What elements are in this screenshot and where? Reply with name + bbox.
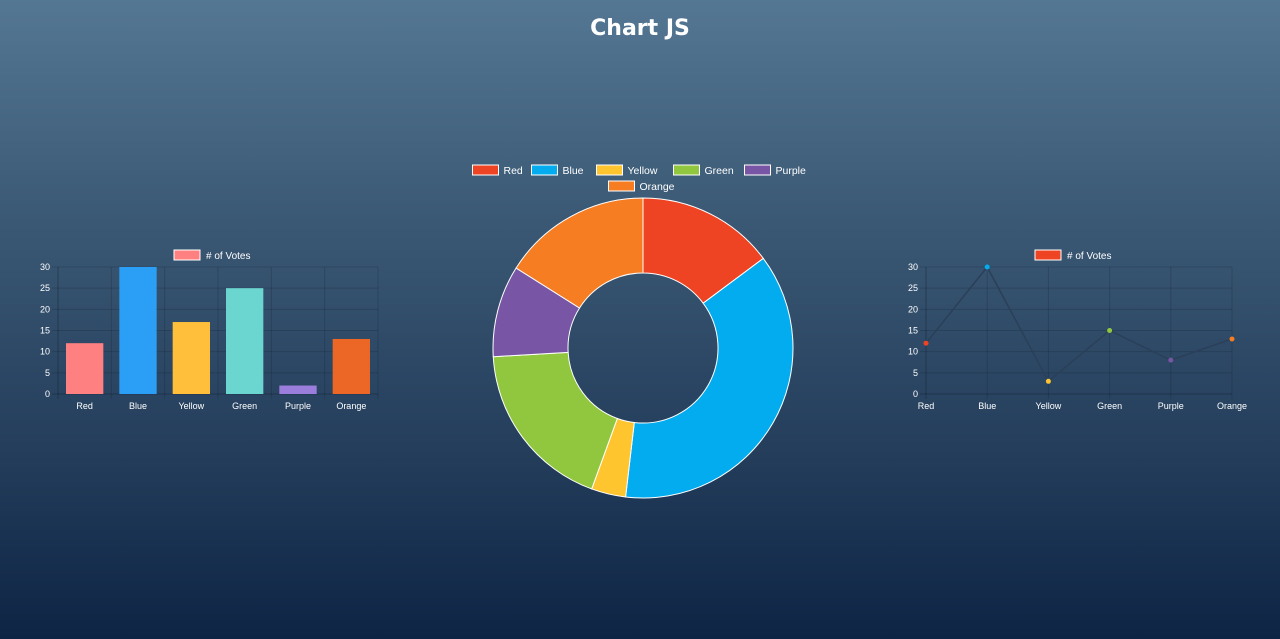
x-tick-label: Purple — [1158, 401, 1184, 411]
legend-swatch — [531, 164, 558, 176]
x-tick-label: Green — [1097, 401, 1122, 411]
x-tick-label: Blue — [978, 401, 996, 411]
bar[interactable] — [66, 343, 104, 394]
y-tick-label: 10 — [908, 347, 918, 357]
data-point[interactable] — [923, 340, 929, 346]
legend-item[interactable]: # of Votes — [173, 249, 250, 262]
y-tick-label: 5 — [45, 368, 50, 378]
doughnut-slice[interactable] — [492, 351, 618, 490]
doughnut-slice[interactable] — [515, 197, 644, 309]
doughnut-chart-svg: Red Blue Yellow Green Purple Orange — [472, 164, 807, 499]
legend-label: # of Votes — [1067, 251, 1111, 262]
legend-label: Yellow — [628, 165, 658, 177]
x-tick-label: Red — [76, 401, 93, 411]
x-tick-label: Green — [232, 401, 257, 411]
legend-swatch — [744, 164, 771, 176]
y-tick-label: 25 — [40, 283, 50, 293]
bar[interactable] — [226, 288, 264, 394]
page-title: Chart JS — [590, 16, 690, 41]
line-chart: 0 5 10 15 20 25 30 Red Blue Yellow Green Purple Oran… — [880, 0, 1280, 465]
y-tick-label: 30 — [908, 262, 918, 272]
legend-label: Green — [705, 165, 734, 177]
legend-label: Blue — [563, 165, 584, 177]
data-point[interactable] — [1229, 336, 1235, 342]
legend-swatch — [472, 164, 499, 176]
legend-swatch — [1034, 249, 1062, 261]
data-point[interactable] — [1107, 328, 1113, 333]
legend-label: Orange — [640, 181, 675, 193]
y-tick-label: 15 — [40, 326, 50, 336]
x-tick-label: Purple — [285, 401, 311, 411]
legend-item[interactable]: Orange — [608, 180, 675, 193]
bar[interactable] — [172, 322, 210, 394]
legend-label: Purple — [776, 165, 807, 177]
x-tick-label: Blue — [129, 401, 147, 411]
data-point[interactable] — [984, 264, 990, 270]
legend-swatch — [608, 180, 635, 192]
legend-label: # of Votes — [206, 251, 250, 262]
bar-chart: 0 5 10 15 20 25 30 Red Blue Yellow Green Purple Oran… — [0, 0, 400, 465]
bar[interactable] — [119, 267, 157, 394]
doughnut-chart: Red Blue Yellow Green Purple Orange — [440, 0, 840, 525]
legend-swatch — [173, 249, 201, 261]
y-tick-label: 20 — [908, 304, 918, 314]
y-tick-label: 10 — [40, 347, 50, 357]
y-tick-label: 25 — [908, 283, 918, 293]
doughnut-slice[interactable] — [625, 257, 794, 499]
x-tick-label: Orange — [1217, 401, 1247, 411]
data-point[interactable] — [1045, 378, 1051, 384]
bar-chart-svg: 0 5 10 15 20 25 30 Red Blue Yellow Green Purple Oran… — [40, 249, 379, 411]
legend-swatch — [673, 164, 700, 176]
bar[interactable] — [279, 385, 317, 394]
x-tick-label: Red — [918, 401, 935, 411]
y-tick-label: 0 — [45, 389, 50, 399]
x-tick-label: Yellow — [178, 401, 204, 411]
bar[interactable] — [332, 338, 370, 394]
line-chart-svg: 0 5 10 15 20 25 30 Red Blue Yellow Green Purple Oran… — [908, 249, 1247, 411]
legend-item[interactable]: Blue — [531, 164, 584, 177]
y-tick-label: 15 — [908, 326, 918, 336]
legend-item[interactable]: Green — [673, 164, 734, 177]
legend-item[interactable]: Yellow — [596, 164, 658, 177]
y-tick-label: 5 — [913, 368, 918, 378]
legend-label: Red — [504, 165, 523, 177]
legend-item[interactable]: Purple — [744, 164, 807, 177]
y-tick-label: 0 — [913, 389, 918, 399]
y-tick-label: 30 — [40, 262, 50, 272]
x-tick-label: Orange — [336, 401, 366, 411]
legend-swatch — [596, 164, 623, 176]
data-point[interactable] — [1168, 357, 1174, 363]
x-tick-label: Yellow — [1036, 401, 1062, 411]
legend-item[interactable]: # of Votes — [1034, 249, 1111, 262]
series-line — [925, 265, 1233, 383]
y-tick-label: 20 — [40, 304, 50, 314]
legend-item[interactable]: Red — [472, 164, 523, 177]
